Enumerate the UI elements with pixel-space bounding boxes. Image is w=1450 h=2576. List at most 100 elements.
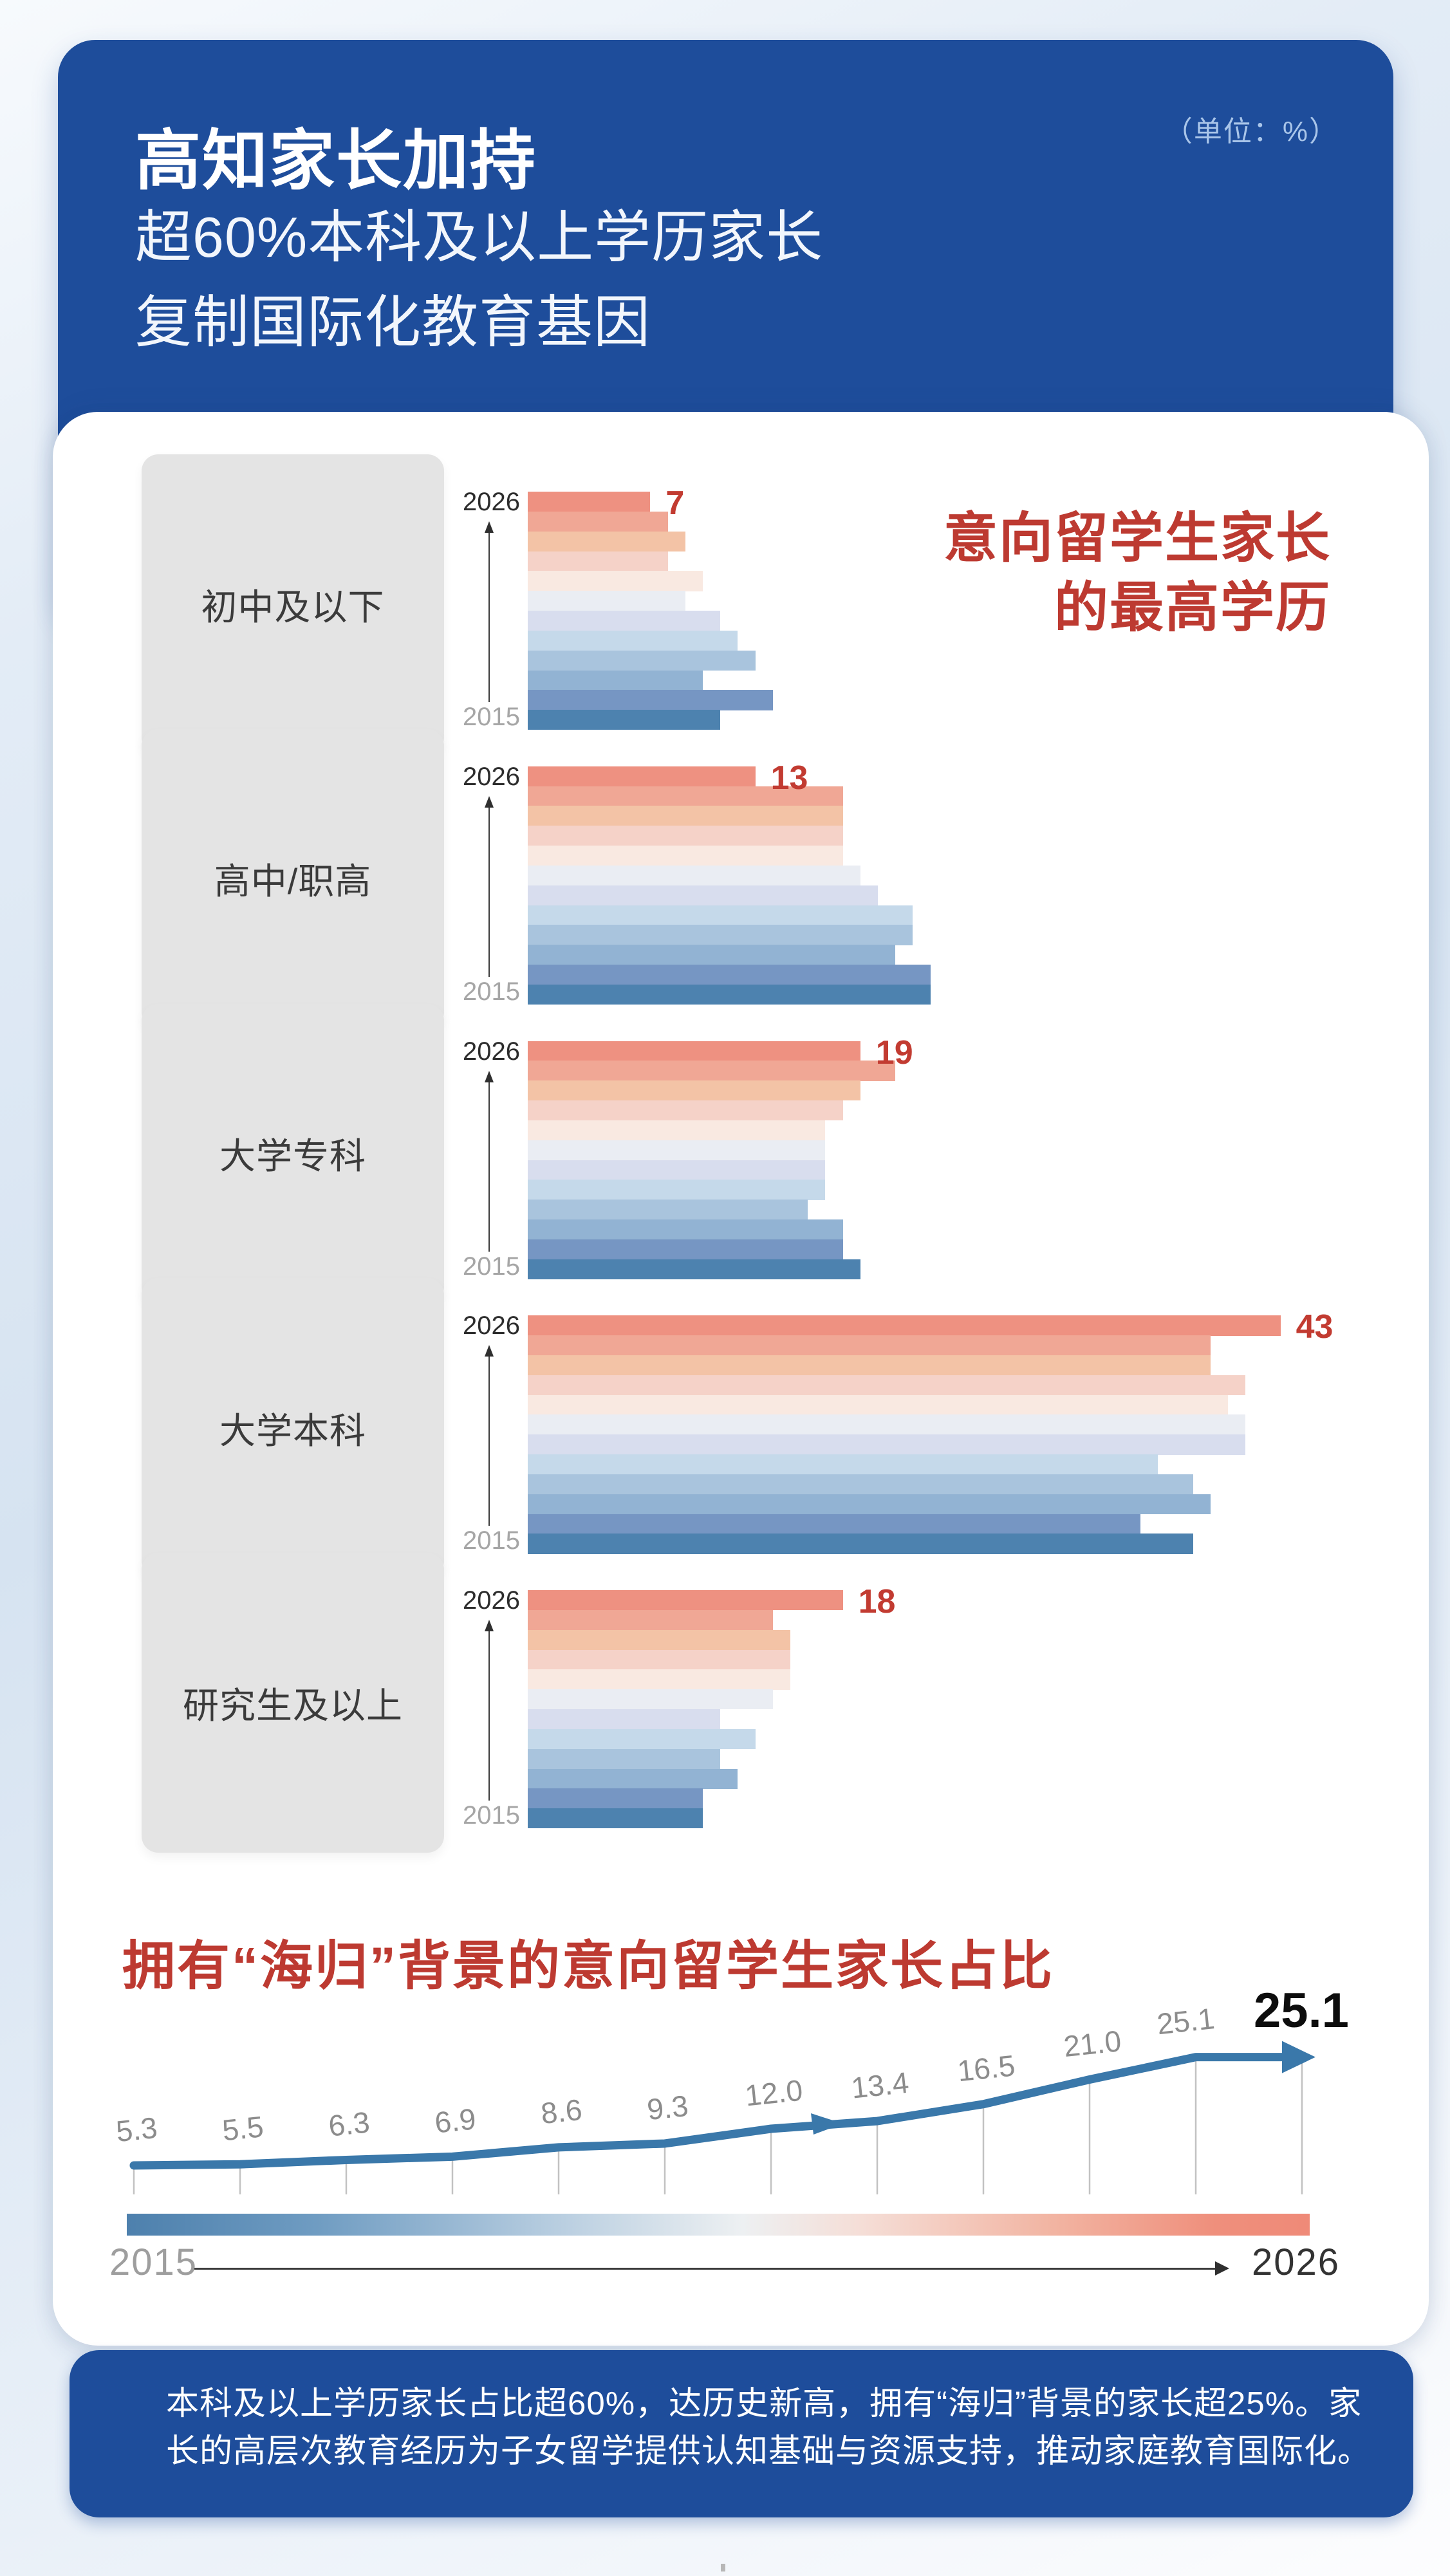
bar-year-2016 (528, 965, 931, 985)
point-label-2016: 5.5 (221, 2109, 265, 2147)
category-label-box: 大学本科 (142, 1278, 444, 1579)
bar-year-2015 (528, 1534, 1193, 1554)
bar-year-2017 (528, 670, 703, 690)
bar-year-2024 (528, 531, 685, 551)
year-bottom-label: 2015 (463, 703, 520, 731)
point-label-2022: 13.4 (850, 2066, 910, 2105)
point-label-2025: 25.1 (1155, 2001, 1216, 2041)
bar-year-2020 (528, 885, 878, 906)
bar-year-2025 (528, 1061, 896, 1081)
point-label-2020: 9.3 (646, 2089, 690, 2126)
bar-year-2017 (528, 945, 896, 965)
bar-year-2025 (528, 1609, 773, 1631)
year-axis-arrow (485, 1620, 494, 1801)
bar-year-2026 (528, 1041, 860, 1061)
point-label-2015: 5.3 (115, 2111, 159, 2148)
bar-year-2022 (528, 1669, 790, 1690)
bar-year-2019 (528, 1454, 1158, 1475)
page-subtitle-line1: 超60%本科及以上学历家长 (135, 205, 824, 269)
point-label-2019: 8.6 (539, 2093, 584, 2130)
category-label-box: 研究生及以上 (142, 1553, 444, 1853)
bar-year-2021 (528, 1414, 1246, 1435)
bar-year-2021 (528, 865, 860, 886)
year-bottom-label: 2015 (463, 1252, 520, 1281)
top-bar-value-label: 19 (875, 1033, 913, 1071)
point-label-2021: 12.0 (743, 2073, 804, 2113)
point-label-2018: 6.9 (433, 2102, 478, 2139)
trend-line (129, 2053, 1306, 2170)
bar-year-2024 (528, 1629, 790, 1650)
axis-year-end: 2026 (1252, 2241, 1341, 2283)
top-bar-value-label: 18 (858, 1583, 896, 1620)
page-subtitle-line2: 复制国际化教育基因 (135, 290, 651, 354)
page-title: 高知家长加持 (135, 124, 537, 198)
point-label-2017: 6.3 (327, 2105, 371, 2142)
bar-year-2026 (528, 492, 651, 512)
unit-note: （单位：%） (1164, 116, 1339, 147)
bar-chart-title-line1: 意向留学生家长 (943, 508, 1331, 568)
point-label-2024: 21.0 (1062, 2024, 1122, 2063)
top-bar-value-label: 7 (665, 485, 685, 522)
footer-note-card: 本科及以上学历家长占比超60%，达历史新高，拥有“海归”背景的家长超25%。家 … (70, 2350, 1413, 2517)
bar-year-2026 (528, 1590, 843, 1611)
bar-year-2021 (528, 591, 685, 611)
bar-year-2023 (528, 551, 668, 571)
bar-year-2015 (528, 984, 931, 1005)
year-top-label: 2026 (463, 1037, 520, 1066)
bar-year-2016 (528, 1514, 1140, 1534)
bar-year-2020 (528, 611, 721, 631)
bar-year-2015 (528, 1808, 703, 1829)
bar-year-2017 (528, 1768, 738, 1789)
bar-year-2019 (528, 630, 738, 651)
bar-year-2022 (528, 571, 703, 591)
timeline-gradient-bar (127, 2214, 1310, 2236)
bar-year-2026 (528, 766, 756, 787)
bar-year-2015 (528, 710, 721, 730)
bar-year-2018 (528, 1474, 1193, 1495)
year-bottom-label: 2015 (463, 1526, 520, 1555)
footer-text-line2: 长的高层次教育经历为子女留学提供认知基础与资源支持，推动家庭教育国际化。 (166, 2432, 1371, 2469)
year-bottom-label: 2015 (463, 1801, 520, 1830)
bar-year-2021 (528, 1140, 826, 1160)
bar-year-2021 (528, 1689, 773, 1710)
bar-year-2023 (528, 1375, 1246, 1396)
mid-arrowhead-icon (811, 2113, 843, 2135)
axis-arrow-line (194, 2261, 1229, 2275)
year-bottom-label: 2015 (463, 977, 520, 1006)
bar-year-2016 (528, 1788, 703, 1809)
bar-year-2026 (528, 1315, 1281, 1336)
top-bar-value-label: 43 (1296, 1308, 1334, 1346)
trend-line-chart: 5.3 5.5 6.3 6.9 8.6 9.3 12.0 13.4 16.5 21.0 25.1 25… (115, 1983, 1349, 2194)
axis-year-start: 2015 (109, 2241, 198, 2283)
bar-year-2018 (528, 1200, 808, 1220)
bottom-tick-mark (721, 2564, 725, 2571)
bar-year-2025 (528, 786, 843, 806)
category-label-box: 大学专科 (142, 1003, 444, 1304)
bar-chart-title: 意向留学生家长 的最高学历 (943, 503, 1331, 642)
bar-year-2019 (528, 1180, 826, 1200)
year-top-label: 2026 (463, 762, 520, 791)
bar-year-2022 (528, 1120, 826, 1141)
bar-year-2025 (528, 511, 668, 532)
bar-year-2016 (528, 1239, 843, 1260)
year-top-label: 2026 (463, 1311, 520, 1340)
bar-year-2020 (528, 1434, 1246, 1455)
bar-year-2015 (528, 1259, 860, 1279)
category-label-box: 高中/职高 (142, 728, 444, 1029)
line-chart-title: 拥有“海归”背景的意向留学生家长占比 (122, 1937, 1055, 1996)
bar-year-2018 (528, 925, 913, 945)
year-top-label: 2026 (463, 488, 520, 516)
bar-year-2023 (528, 826, 843, 846)
category-label-box: 初中及以下 (142, 454, 444, 754)
bar-year-2020 (528, 1160, 826, 1180)
year-axis-arrow (485, 1345, 494, 1526)
point-label-2023: 16.5 (956, 2048, 1016, 2088)
bar-year-2022 (528, 846, 843, 866)
bar-year-2025 (528, 1335, 1211, 1356)
bar-year-2023 (528, 1649, 790, 1670)
top-bar-value-label: 13 (770, 759, 808, 797)
year-axis-arrow (485, 521, 494, 702)
bar-year-2020 (528, 1709, 721, 1730)
year-axis-arrow (485, 1070, 494, 1252)
